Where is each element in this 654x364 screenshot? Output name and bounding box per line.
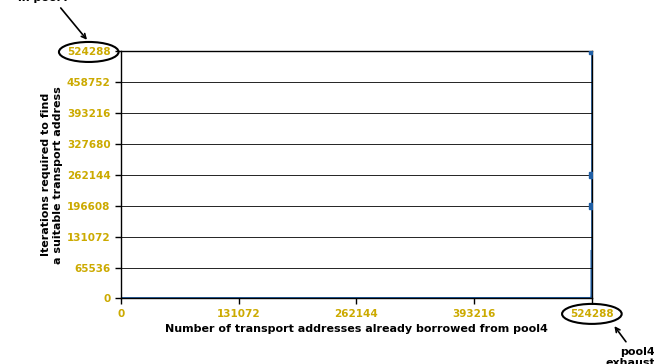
Y-axis label: Iterations required to find
a suitable transport address: Iterations required to find a suitable t… xyxy=(41,86,63,264)
Text: pool4
exhausted: pool4 exhausted xyxy=(605,328,654,364)
X-axis label: Number of transport addresses already borrowed from pool4: Number of transport addresses already bo… xyxy=(165,324,548,335)
Text: Total number of
transport addresses
in pool4: Total number of transport addresses in p… xyxy=(0,0,106,38)
